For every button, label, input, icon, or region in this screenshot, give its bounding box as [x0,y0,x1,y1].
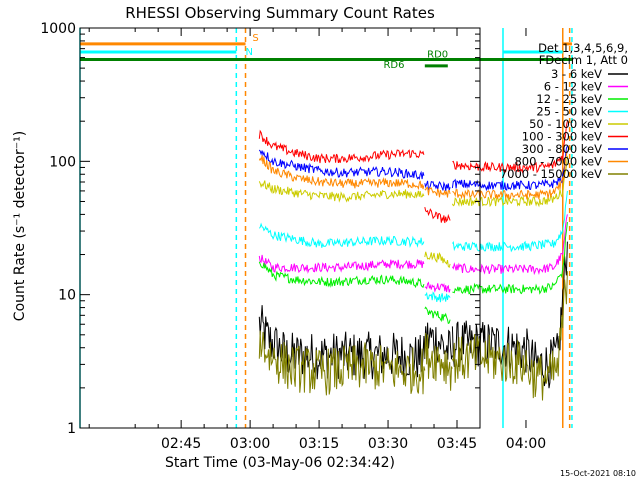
series-line-0-segment-1 [424,322,453,363]
series-line-3-segment-1 [424,291,451,303]
series-line-7-segment-0 [258,155,425,191]
flag-label-0: S [252,33,258,44]
flag-label-2: RD0 [427,50,448,61]
legend-label-3: 25 - 50 keV [536,105,602,119]
x-tick-label-1: 03:00 [230,436,270,452]
legend-label-8: 7000 - 15000 keV [500,167,602,181]
series-line-0-segment-0 [258,305,426,380]
x-tick-label-3: 03:30 [368,436,408,452]
generation-timestamp: 15-Oct-2021 08:10 [560,469,636,478]
flag-label-3: RD6 [383,60,404,71]
x-tick-label-5: 04:00 [506,436,546,452]
series-line-5-segment-1 [424,206,451,224]
series-line-1-segment-2 [451,214,568,276]
y-tick-label-0: 1 [67,421,76,437]
legend-label-0: 3 - 6 keV [551,67,602,81]
series-line-4-segment-0 [258,180,425,203]
y-axis-label: Count Rate (s⁻¹ detector⁻¹) [12,131,28,321]
legend-label-6: 300 - 800 keV [522,142,602,156]
chart-title: RHESSI Observing Summary Count Rates [125,4,435,22]
y-tick-label-2: 100 [49,154,76,170]
series-line-5-segment-2 [452,121,568,174]
series-line-2-segment-1 [424,306,451,325]
x-tick-label-0: 02:45 [161,436,201,452]
series-line-6-segment-2 [451,145,568,192]
series-line-6-segment-0 [258,149,425,181]
x-tick-label-4: 03:45 [437,436,477,452]
series-line-3-segment-2 [451,190,568,253]
series-line-3-segment-0 [258,222,425,249]
series-line-7-segment-1 [424,187,451,198]
y-tick-label-3: 1000 [40,21,76,37]
legend-header-1: FDecim 1, Att 0 [539,53,628,67]
series-line-0-segment-2 [451,241,568,389]
series-line-5-segment-0 [258,129,425,164]
x-axis-label: Start Time (03-May-06 02:34:42) [165,455,395,471]
legend: Det 1,3,4,5,6,9,FDecim 1, Att 03 - 6 keV… [500,41,628,181]
series-line-8-segment-0 [258,330,426,396]
series-line-8-segment-2 [451,271,568,401]
plot-frame [79,27,481,429]
legend-label-5: 100 - 300 keV [522,130,602,144]
legend-label-4: 50 - 100 keV [529,117,602,131]
flag-label-1: N [246,47,253,58]
series-line-2-segment-2 [452,222,568,295]
legend-label-7: 800 - 7000 keV [514,155,602,169]
y-tick-label-1: 10 [58,288,76,304]
series-line-4-segment-1 [424,251,451,269]
legend-label-1: 6 - 12 keV [544,80,602,94]
plot-area: SN RD0 RD6 02:45 03:00 03:15 03:30 03:45 04:00 1 1… [40,21,573,452]
x-tick-label-2: 03:15 [299,436,339,452]
series-line-7-segment-2 [452,150,568,200]
legend-header-0: Det 1,3,4,5,6,9, [538,41,628,55]
series-line-2-segment-0 [258,261,425,289]
series-line-8-segment-1 [424,332,453,391]
legend-label-2: 12 - 25 keV [536,92,602,106]
series-line-1-segment-1 [424,281,451,293]
series-line-1-segment-0 [258,254,425,274]
